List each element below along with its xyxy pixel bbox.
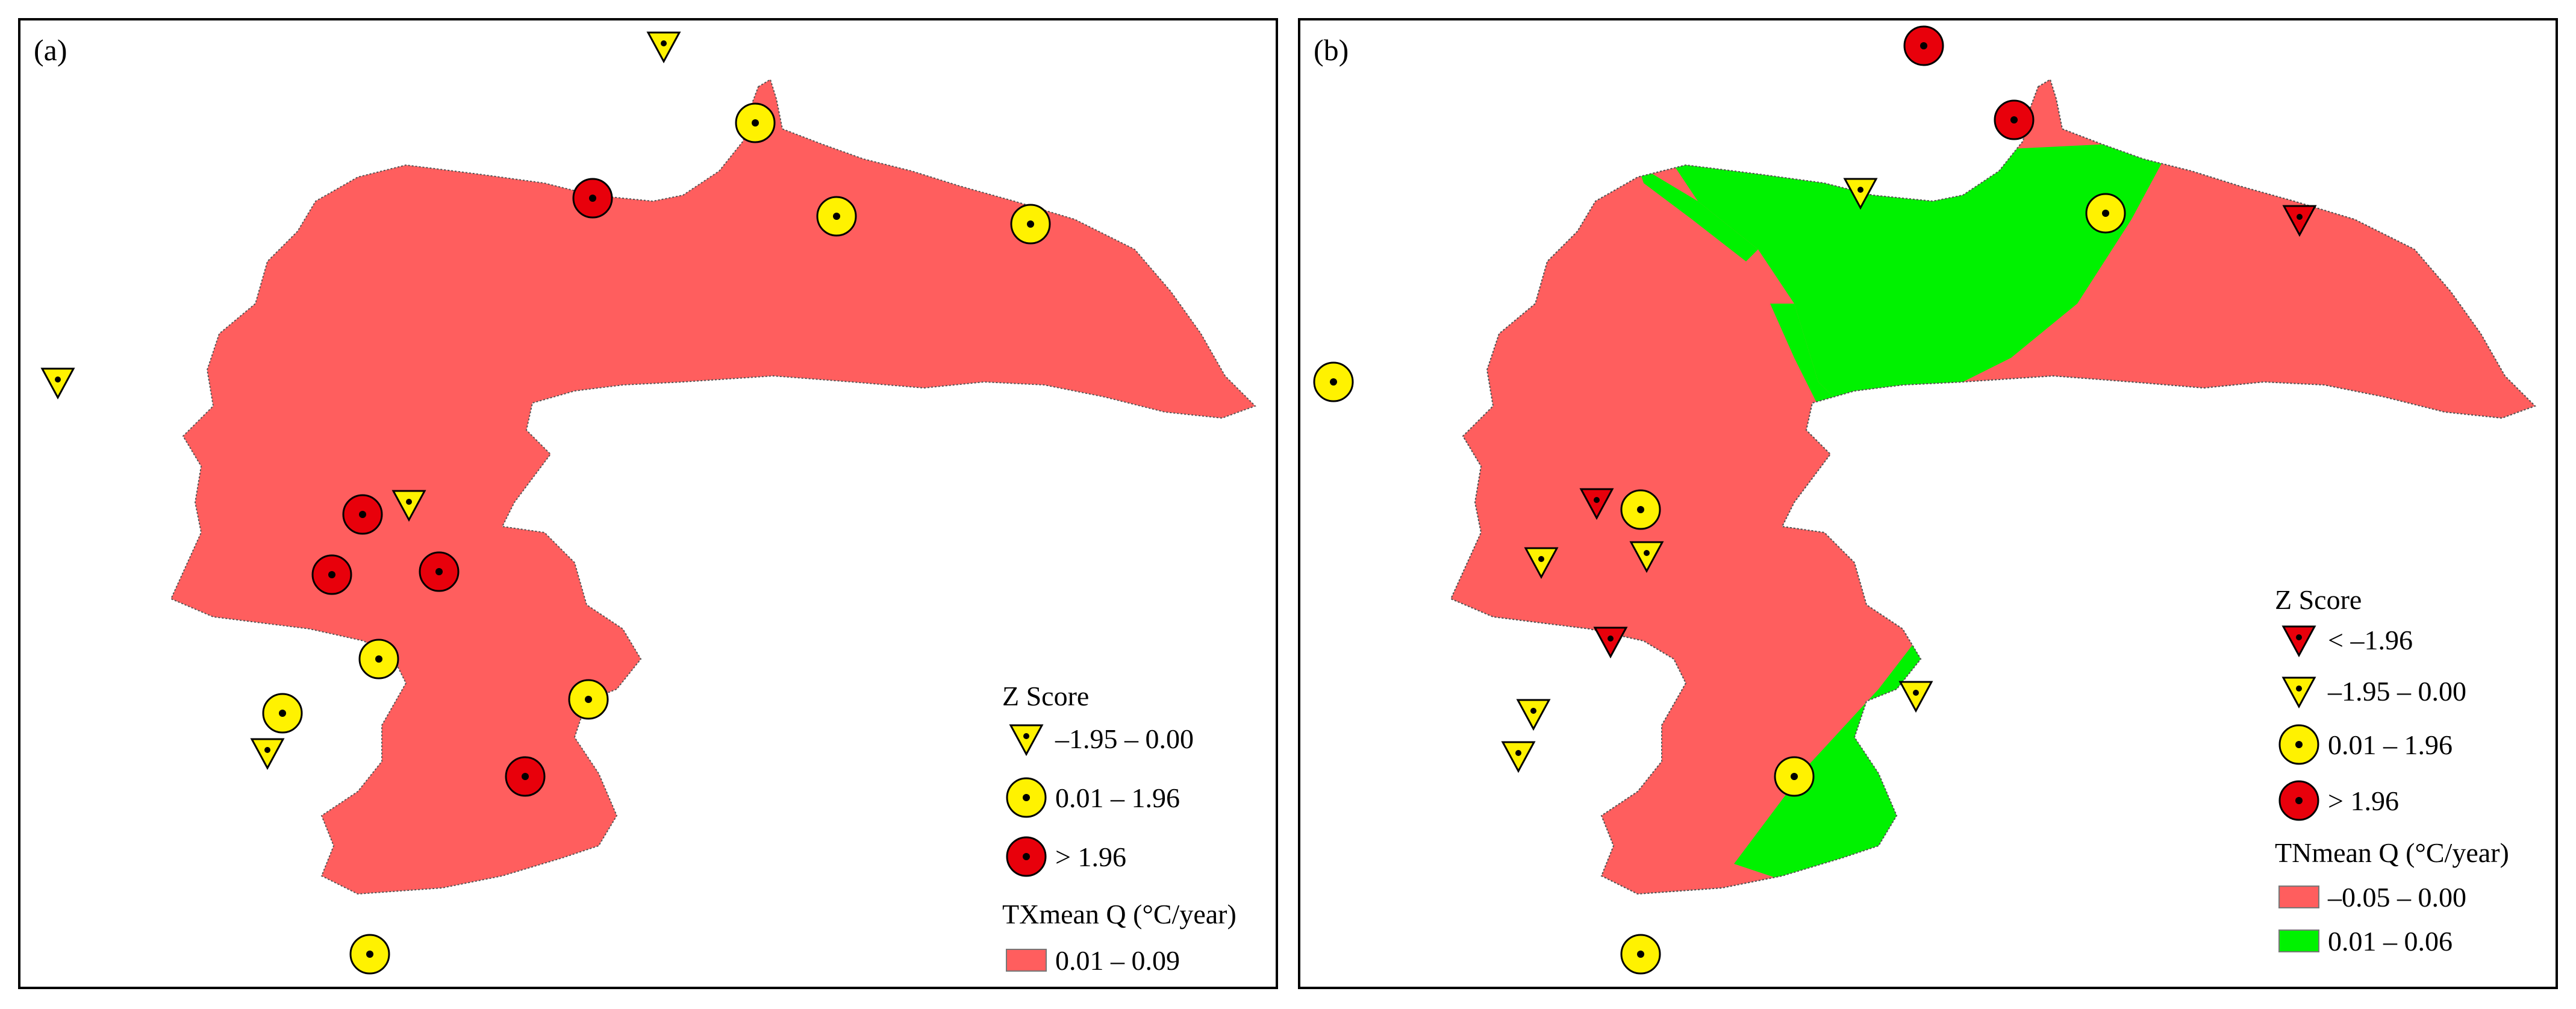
station-marker: [349, 934, 390, 975]
red-circle-icon: [2275, 779, 2323, 822]
station-marker: [1594, 626, 1627, 658]
legend-item: –1.95 – 0.00: [1002, 717, 1194, 760]
station-marker: [1502, 741, 1535, 772]
yellow-circle-icon: [1002, 776, 1050, 819]
yellow-triangle-icon: [1002, 717, 1050, 760]
legend-item: > 1.96: [2275, 779, 2399, 822]
station-marker: [311, 554, 352, 595]
legend-q-title: TNmean Q (°C/year): [2275, 837, 2509, 868]
legend-z-title: Z Score: [2275, 584, 2362, 615]
station-marker: [1313, 361, 1354, 402]
legend-item: 0.01 – 0.06: [2275, 920, 2453, 962]
station-marker: [1899, 681, 1933, 712]
map-panel-a: (a) Z Score –1.95 – 0.00 0.01 – 1.96 > 1…: [18, 18, 1278, 989]
yellow-circle-icon: [2275, 723, 2323, 766]
station-marker: [1620, 489, 1661, 530]
legend-item: –0.05 – 0.00: [2275, 876, 2466, 918]
station-marker: [342, 494, 383, 535]
red-circle-icon: [1002, 836, 1050, 878]
panel-label-b: (b): [1314, 33, 1349, 67]
green-swatch: [2278, 929, 2319, 952]
station-marker: [816, 196, 857, 237]
station-marker: [647, 31, 681, 63]
legend-item: > 1.96: [1002, 836, 1126, 878]
legend-item: 0.01 – 1.96: [1002, 776, 1180, 819]
yellow-triangle-icon: [2275, 670, 2323, 712]
station-marker: [735, 102, 776, 143]
map-panel-b: (b) Z Score < –1.96 –1.95 – 0.00 0.01 – …: [1298, 18, 2558, 989]
station-marker: [572, 178, 613, 219]
station-marker: [251, 738, 284, 769]
red-swatch: [2278, 886, 2319, 908]
legend-item: < –1.96: [2275, 619, 2413, 661]
station-marker: [1774, 756, 1815, 797]
region-txmean: [170, 79, 1256, 895]
station-marker: [2085, 193, 2126, 234]
station-marker: [1010, 204, 1051, 245]
legend-q-title: TXmean Q (°C/year): [1002, 899, 1237, 929]
legend-item: –1.95 – 0.00: [2275, 670, 2466, 712]
panel-label-a: (a): [34, 33, 67, 67]
station-marker: [505, 756, 546, 797]
station-marker: [1903, 25, 1944, 66]
red-triangle-icon: [2275, 619, 2323, 661]
station-marker: [568, 679, 609, 720]
legend-z-title: Z Score: [1002, 681, 1090, 711]
legend-item: 0.01 – 0.09: [1002, 939, 1180, 981]
station-marker: [262, 693, 303, 734]
station-marker: [419, 551, 460, 592]
red-swatch: [1006, 949, 1047, 972]
station-marker: [41, 367, 75, 399]
station-marker: [358, 639, 399, 679]
legend-item: 0.01 – 1.96: [2275, 723, 2453, 766]
station-marker: [1994, 99, 2035, 140]
station-marker: [1517, 699, 1550, 730]
map-b: [1313, 25, 2536, 975]
station-marker: [1620, 934, 1661, 975]
